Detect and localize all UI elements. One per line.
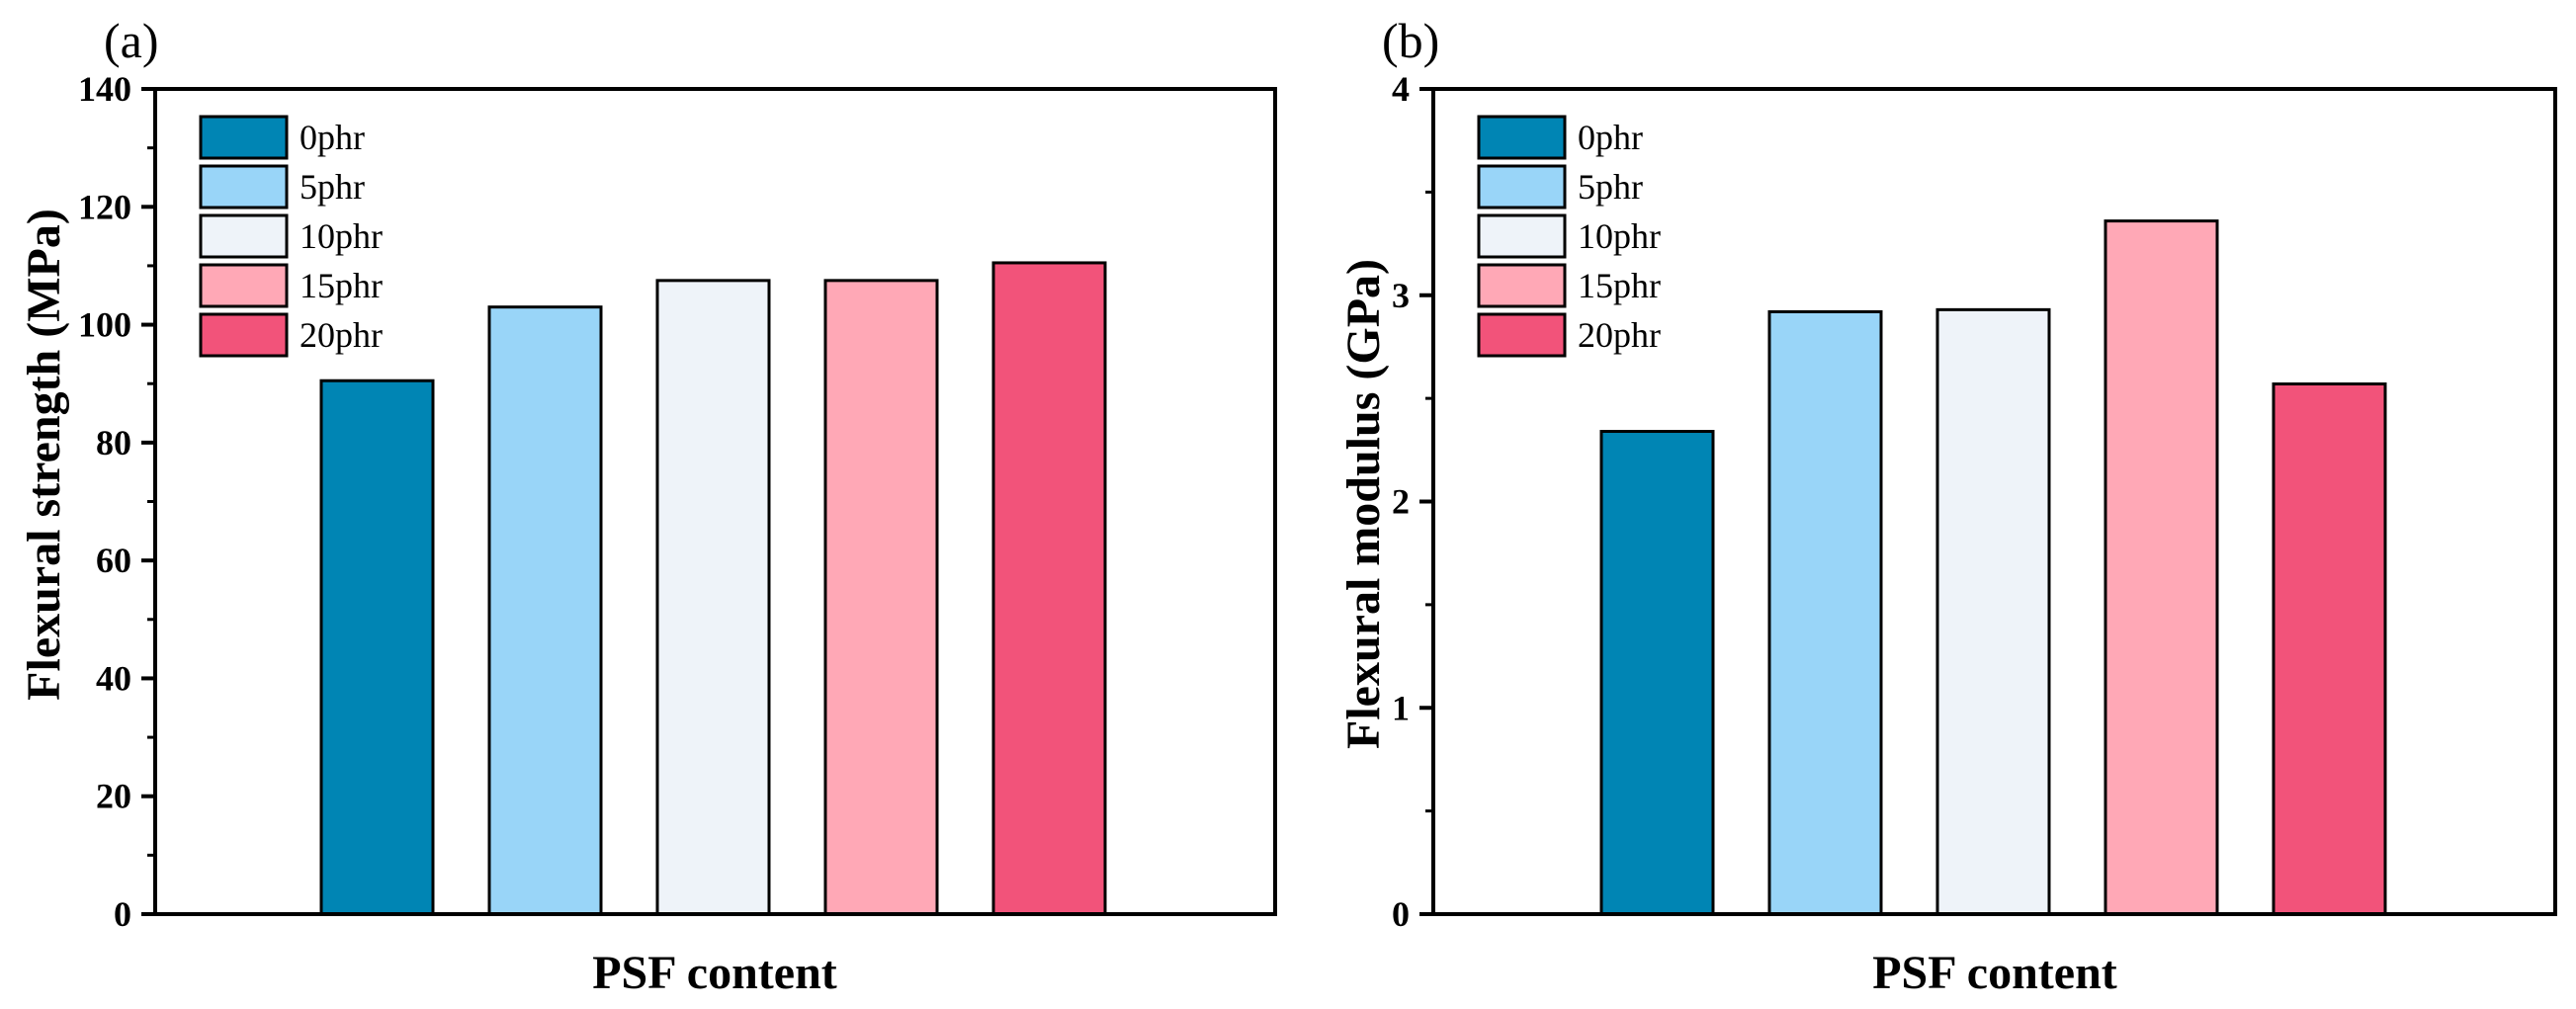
bar-a-0phr [319,378,435,916]
legend-label-b-5phr: 5phr [1578,167,1643,207]
bar-a-5phr [487,305,603,916]
x-axis-title-a: PSF content [592,947,837,999]
y-tick-label-a-4: 80 [96,423,131,462]
y-tick-label-a-0: 0 [114,894,131,934]
y-tick-label-b-2: 2 [1392,482,1410,522]
bar-b-20phr [2272,382,2387,916]
legend-a: 0phr 5phr 10phr 15phr 20phr [199,115,383,358]
legend-swatch-b-0phr [1477,115,1567,160]
y-ticks-a: 0 20 40 60 80 100 120 140 [78,69,155,934]
legend-label-a-20phr: 20phr [300,315,383,355]
legend-label-a-0phr: 0phr [300,118,365,157]
chart-panel-a: (a) Flexural strength (MPa) PSF content … [18,13,1277,999]
bar-a-15phr [823,279,939,916]
legend-label-b-10phr: 10phr [1578,216,1661,256]
bar-b-0phr [1599,430,1715,916]
bar-a-20phr [991,261,1107,916]
legend-swatch-a-0phr [199,115,289,160]
legend-label-a-10phr: 10phr [300,216,383,256]
legend-label-a-15phr: 15phr [300,266,383,305]
legend-swatch-b-5phr [1477,164,1567,210]
legend-swatch-a-20phr [199,312,289,358]
legend-label-b-20phr: 20phr [1578,315,1661,355]
legend-swatch-b-10phr [1477,213,1567,259]
bar-a-10phr [655,279,771,916]
y-tick-label-b-4: 4 [1392,69,1410,109]
legend-swatch-a-10phr [199,213,289,259]
plot-frame-b [1431,87,2557,916]
plot-frame-a [153,87,1277,916]
legend-b: 0phr 5phr 10phr 15phr 20phr [1477,115,1661,358]
panel-label-b: (b) [1382,13,1439,68]
y-tick-label-b-1: 1 [1392,688,1410,727]
y-tick-label-a-2: 40 [96,658,131,698]
legend-swatch-b-20phr [1477,312,1567,358]
chart-panel-b: (b) Flexural modulus (GPa) PSF content 0… [1337,13,2557,999]
bar-b-5phr [1767,309,1883,916]
y-tick-label-a-7: 140 [78,69,131,109]
y-tick-label-a-3: 60 [96,541,131,580]
legend-label-a-5phr: 5phr [300,167,365,207]
y-ticks-b: 0 1 2 3 4 [1392,69,1433,934]
y-tick-label-a-5: 100 [78,305,131,345]
x-axis-title-b: PSF content [1872,947,2117,999]
y-axis-title-a: Flexural strength (MPa) [18,209,70,701]
bar-b-10phr [1935,307,2051,916]
legend-label-b-15phr: 15phr [1578,266,1661,305]
bars-b [1599,219,2387,916]
bar-b-15phr [2104,219,2219,916]
y-tick-label-a-6: 120 [78,187,131,226]
legend-swatch-a-15phr [199,263,289,308]
panel-label-a: (a) [104,13,159,68]
legend-swatch-b-15phr [1477,263,1567,308]
y-tick-label-b-0: 0 [1392,894,1410,934]
y-tick-label-b-3: 3 [1392,276,1410,315]
legend-label-b-0phr: 0phr [1578,118,1643,157]
y-axis-title-b: Flexural modulus (GPa) [1337,259,1390,749]
legend-swatch-a-5phr [199,164,289,210]
y-tick-label-a-1: 20 [96,777,131,816]
bars-a [319,261,1107,916]
